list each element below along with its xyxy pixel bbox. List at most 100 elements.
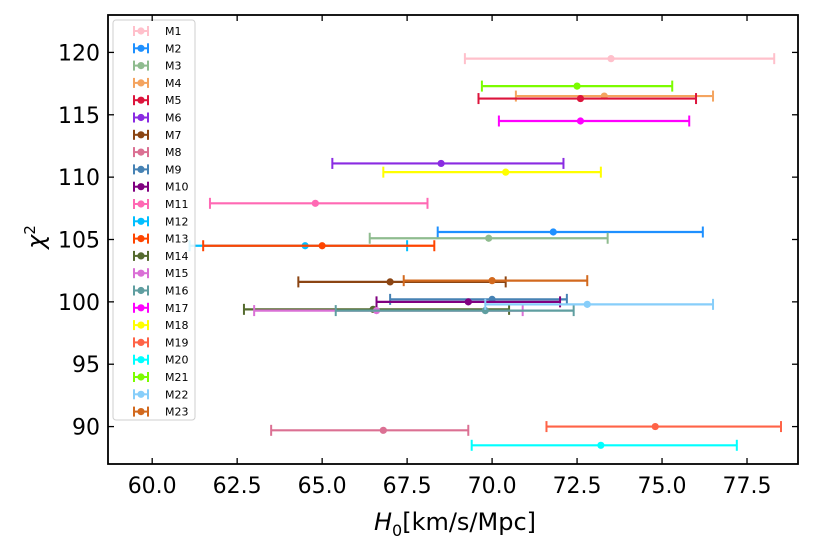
legend-entry-m7: M7 (133, 129, 182, 142)
x-tick-label: 62.5 (213, 474, 262, 499)
legend-label: M9 (165, 163, 182, 176)
errorbar-m8 (270, 424, 470, 436)
legend-marker-dot (137, 286, 145, 295)
legend-marker-dot (137, 217, 145, 225)
data-point (481, 306, 489, 315)
legend-entry-m5: M5 (133, 94, 182, 107)
legend-entry-m8: M8 (133, 146, 182, 159)
legend-entry-m16: M16 (133, 285, 189, 298)
y-tick-label: 95 (72, 353, 100, 378)
legend-label: M8 (165, 146, 182, 159)
errorbar-m11 (208, 197, 429, 209)
legend-marker-dot (137, 200, 145, 208)
y-tick-label: 105 (58, 229, 100, 254)
errorbar-m2 (436, 226, 704, 238)
data-point (437, 159, 445, 168)
legend-label: M3 (165, 60, 182, 73)
legend-marker-dot (137, 96, 145, 104)
data-point (488, 277, 496, 285)
errorbar-m7 (297, 276, 507, 288)
legend-label: M20 (165, 354, 189, 367)
legend-label: M17 (165, 302, 189, 315)
legend-entry-m3: M3 (133, 60, 182, 73)
legend-marker-dot (137, 27, 145, 35)
x-tick-label: 70.0 (468, 474, 517, 499)
errorbar-m6 (331, 157, 565, 169)
errorbar-m3 (368, 232, 609, 244)
legend-marker-dot (137, 408, 145, 416)
legend-marker-dot (137, 390, 145, 398)
errorbar-m5 (477, 93, 698, 105)
legend-label: M22 (165, 388, 189, 401)
legend-label: M5 (165, 94, 182, 107)
legend-entry-m4: M4 (133, 77, 182, 90)
legend-entry-m19: M19 (133, 336, 189, 349)
legend-marker-dot (137, 235, 145, 243)
legend-label: M6 (165, 112, 182, 125)
legend-marker-dot (137, 252, 145, 260)
data-point (576, 94, 585, 103)
legend-marker-dot (137, 79, 145, 87)
x-tick-label: 72.5 (553, 474, 602, 499)
legend-entry-m15: M15 (133, 267, 189, 280)
data-point (597, 441, 605, 449)
legend-label: M1 (165, 25, 182, 38)
errorbar-m22 (484, 298, 715, 310)
legend-label: M7 (165, 129, 182, 142)
y-tick-label: 115 (58, 104, 100, 129)
legend-marker-dot (137, 113, 145, 122)
legend-label: M14 (165, 250, 189, 263)
legend-entry-m23: M23 (133, 406, 189, 419)
legend-label: M23 (165, 406, 189, 419)
legend-entry-m9: M9 (133, 163, 182, 176)
axes-frame (107, 14, 799, 465)
legend-label: M21 (165, 371, 189, 384)
y-tick-label: 110 (58, 166, 100, 191)
errorbar-m1 (463, 53, 776, 65)
data-point (573, 82, 581, 90)
legend-label: M4 (165, 77, 182, 90)
errorbar-m19 (545, 421, 783, 433)
errorbar-m21 (480, 80, 674, 92)
legend-label: M15 (165, 267, 189, 280)
legend-entry-m18: M18 (133, 319, 189, 332)
data-point (386, 278, 394, 286)
x-tick-label: 60.0 (128, 474, 177, 499)
legend-entry-m13: M13 (133, 233, 189, 246)
plot-area (188, 53, 783, 451)
legend-entry-m11: M11 (133, 198, 189, 211)
legend-label: M10 (165, 181, 189, 194)
data-point (502, 168, 510, 176)
legend-label: M18 (165, 319, 189, 332)
errorbar-m13 (202, 240, 436, 252)
errorbar-m10 (375, 296, 562, 308)
data-point (583, 300, 591, 308)
errorbar-m18 (382, 166, 602, 178)
legend-entry-m17: M17 (133, 302, 189, 315)
legend-entry-m2: M2 (133, 42, 182, 55)
legend-label: M19 (165, 336, 189, 349)
errorbar-m17 (497, 115, 691, 127)
legend-label: M11 (165, 198, 189, 211)
legend-marker-dot (137, 338, 145, 346)
legend-entry-m21: M21 (133, 371, 189, 384)
legend-marker-dot (137, 183, 145, 191)
y-tick-label: 120 (58, 41, 100, 66)
legend-entry-m1: M1 (133, 25, 182, 38)
y-tick-label: 100 (58, 291, 100, 316)
data-point (576, 117, 585, 125)
x-axis-title: H0[km/s/Mpc] (374, 508, 536, 540)
legend-marker-dot (137, 165, 145, 173)
y-axis-title: χ2 (21, 225, 50, 251)
data-point (549, 228, 557, 236)
y-tick-label: 90 (72, 416, 100, 441)
legend-entry-m6: M6 (133, 112, 182, 125)
legend-entry-m12: M12 (133, 215, 189, 228)
legend-marker-dot (137, 356, 145, 364)
legend-entry-m10: M10 (133, 181, 189, 194)
x-tick-label: 75.0 (638, 474, 687, 499)
data-point (485, 234, 493, 242)
data-point (607, 55, 615, 63)
errorbar-m20 (470, 439, 738, 451)
